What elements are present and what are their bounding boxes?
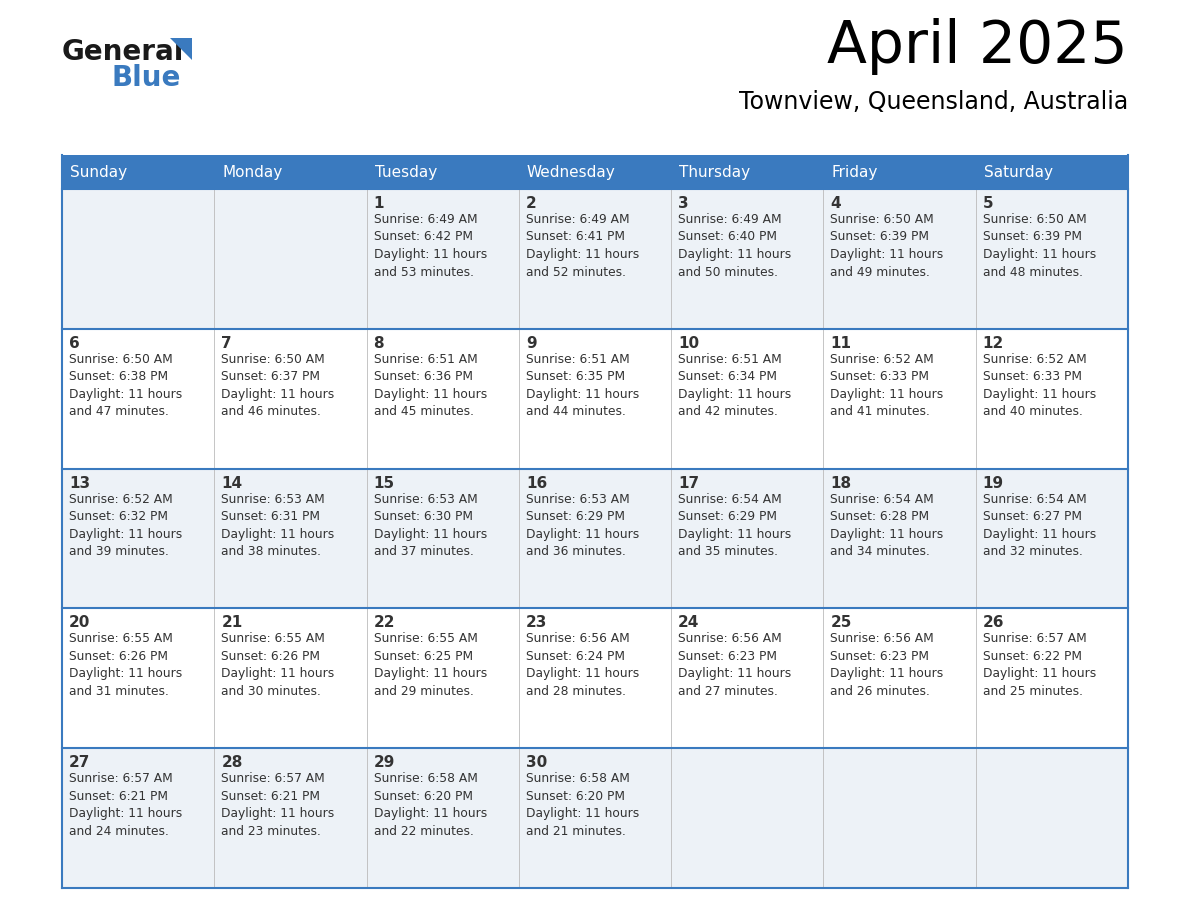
Text: Sunday: Sunday [70,164,127,180]
Text: 6: 6 [69,336,80,351]
Text: 22: 22 [373,615,396,631]
Bar [62,189,1127,329]
Bar [62,748,1127,888]
Text: 10: 10 [678,336,700,351]
Text: Sunrise: 6:50 AM
Sunset: 6:37 PM
Daylight: 11 hours
and 46 minutes.: Sunrise: 6:50 AM Sunset: 6:37 PM Dayligh… [221,353,335,419]
Text: Sunrise: 6:56 AM
Sunset: 6:23 PM
Daylight: 11 hours
and 27 minutes.: Sunrise: 6:56 AM Sunset: 6:23 PM Dayligh… [678,633,791,698]
Text: 18: 18 [830,476,852,490]
Text: Sunrise: 6:50 AM
Sunset: 6:39 PM
Daylight: 11 hours
and 49 minutes.: Sunrise: 6:50 AM Sunset: 6:39 PM Dayligh… [830,213,943,278]
Text: Sunrise: 6:49 AM
Sunset: 6:42 PM
Daylight: 11 hours
and 53 minutes.: Sunrise: 6:49 AM Sunset: 6:42 PM Dayligh… [373,213,487,278]
Bar [823,155,975,189]
Text: Sunrise: 6:58 AM
Sunset: 6:20 PM
Daylight: 11 hours
and 22 minutes.: Sunrise: 6:58 AM Sunset: 6:20 PM Dayligh… [373,772,487,838]
Bar [367,155,519,189]
Text: Sunrise: 6:56 AM
Sunset: 6:24 PM
Daylight: 11 hours
and 28 minutes.: Sunrise: 6:56 AM Sunset: 6:24 PM Dayligh… [526,633,639,698]
Bar [62,609,1127,748]
Text: Sunrise: 6:57 AM
Sunset: 6:21 PM
Daylight: 11 hours
and 24 minutes.: Sunrise: 6:57 AM Sunset: 6:21 PM Dayligh… [69,772,182,838]
Text: Sunrise: 6:55 AM
Sunset: 6:26 PM
Daylight: 11 hours
and 30 minutes.: Sunrise: 6:55 AM Sunset: 6:26 PM Dayligh… [221,633,335,698]
Text: 4: 4 [830,196,841,211]
Text: Tuesday: Tuesday [374,164,437,180]
Text: 16: 16 [526,476,548,490]
Text: Sunrise: 6:50 AM
Sunset: 6:38 PM
Daylight: 11 hours
and 47 minutes.: Sunrise: 6:50 AM Sunset: 6:38 PM Dayligh… [69,353,182,419]
Text: Sunrise: 6:57 AM
Sunset: 6:22 PM
Daylight: 11 hours
and 25 minutes.: Sunrise: 6:57 AM Sunset: 6:22 PM Dayligh… [982,633,1097,698]
Text: Blue: Blue [112,64,182,92]
Bar [62,155,214,189]
Text: Sunrise: 6:51 AM
Sunset: 6:34 PM
Daylight: 11 hours
and 42 minutes.: Sunrise: 6:51 AM Sunset: 6:34 PM Dayligh… [678,353,791,419]
Text: 5: 5 [982,196,993,211]
Text: Friday: Friday [832,164,878,180]
Text: Sunrise: 6:54 AM
Sunset: 6:29 PM
Daylight: 11 hours
and 35 minutes.: Sunrise: 6:54 AM Sunset: 6:29 PM Dayligh… [678,493,791,558]
Text: 7: 7 [221,336,232,351]
Text: Sunrise: 6:56 AM
Sunset: 6:23 PM
Daylight: 11 hours
and 26 minutes.: Sunrise: 6:56 AM Sunset: 6:23 PM Dayligh… [830,633,943,698]
Text: Sunrise: 6:50 AM
Sunset: 6:39 PM
Daylight: 11 hours
and 48 minutes.: Sunrise: 6:50 AM Sunset: 6:39 PM Dayligh… [982,213,1097,278]
Text: 2: 2 [526,196,537,211]
Text: 20: 20 [69,615,90,631]
Text: 8: 8 [373,336,384,351]
Text: 12: 12 [982,336,1004,351]
Text: 9: 9 [526,336,537,351]
Text: 13: 13 [69,476,90,490]
Text: Sunrise: 6:52 AM
Sunset: 6:33 PM
Daylight: 11 hours
and 41 minutes.: Sunrise: 6:52 AM Sunset: 6:33 PM Dayligh… [830,353,943,419]
Text: Sunrise: 6:57 AM
Sunset: 6:21 PM
Daylight: 11 hours
and 23 minutes.: Sunrise: 6:57 AM Sunset: 6:21 PM Dayligh… [221,772,335,838]
Text: 30: 30 [526,756,548,770]
Text: 19: 19 [982,476,1004,490]
Text: Sunrise: 6:58 AM
Sunset: 6:20 PM
Daylight: 11 hours
and 21 minutes.: Sunrise: 6:58 AM Sunset: 6:20 PM Dayligh… [526,772,639,838]
Text: Sunrise: 6:52 AM
Sunset: 6:33 PM
Daylight: 11 hours
and 40 minutes.: Sunrise: 6:52 AM Sunset: 6:33 PM Dayligh… [982,353,1097,419]
Text: 15: 15 [373,476,394,490]
Bar [975,155,1127,189]
Text: 17: 17 [678,476,700,490]
Text: Sunrise: 6:51 AM
Sunset: 6:35 PM
Daylight: 11 hours
and 44 minutes.: Sunrise: 6:51 AM Sunset: 6:35 PM Dayligh… [526,353,639,419]
Text: 14: 14 [221,476,242,490]
Text: Sunrise: 6:51 AM
Sunset: 6:36 PM
Daylight: 11 hours
and 45 minutes.: Sunrise: 6:51 AM Sunset: 6:36 PM Dayligh… [373,353,487,419]
Text: 23: 23 [526,615,548,631]
Text: 29: 29 [373,756,394,770]
Polygon shape [170,38,192,60]
Text: 28: 28 [221,756,242,770]
Text: General: General [62,38,184,66]
Text: 3: 3 [678,196,689,211]
Bar [62,468,1127,609]
Text: 26: 26 [982,615,1004,631]
Text: Sunrise: 6:49 AM
Sunset: 6:41 PM
Daylight: 11 hours
and 52 minutes.: Sunrise: 6:49 AM Sunset: 6:41 PM Dayligh… [526,213,639,278]
Text: 25: 25 [830,615,852,631]
Text: 27: 27 [69,756,90,770]
Text: Sunrise: 6:55 AM
Sunset: 6:25 PM
Daylight: 11 hours
and 29 minutes.: Sunrise: 6:55 AM Sunset: 6:25 PM Dayligh… [373,633,487,698]
Text: Sunrise: 6:54 AM
Sunset: 6:27 PM
Daylight: 11 hours
and 32 minutes.: Sunrise: 6:54 AM Sunset: 6:27 PM Dayligh… [982,493,1097,558]
Text: Saturday: Saturday [984,164,1053,180]
Text: Sunrise: 6:53 AM
Sunset: 6:29 PM
Daylight: 11 hours
and 36 minutes.: Sunrise: 6:53 AM Sunset: 6:29 PM Dayligh… [526,493,639,558]
Text: Sunrise: 6:54 AM
Sunset: 6:28 PM
Daylight: 11 hours
and 34 minutes.: Sunrise: 6:54 AM Sunset: 6:28 PM Dayligh… [830,493,943,558]
Text: 11: 11 [830,336,852,351]
Text: 24: 24 [678,615,700,631]
Text: Townview, Queensland, Australia: Townview, Queensland, Australia [739,90,1127,114]
Text: Monday: Monday [222,164,283,180]
Bar [62,329,1127,468]
Text: 1: 1 [373,196,384,211]
Text: April 2025: April 2025 [827,18,1127,75]
Text: Sunrise: 6:53 AM
Sunset: 6:31 PM
Daylight: 11 hours
and 38 minutes.: Sunrise: 6:53 AM Sunset: 6:31 PM Dayligh… [221,493,335,558]
Text: 21: 21 [221,615,242,631]
Text: Sunrise: 6:49 AM
Sunset: 6:40 PM
Daylight: 11 hours
and 50 minutes.: Sunrise: 6:49 AM Sunset: 6:40 PM Dayligh… [678,213,791,278]
Bar [671,155,823,189]
Text: Wednesday: Wednesday [526,164,615,180]
Text: Sunrise: 6:52 AM
Sunset: 6:32 PM
Daylight: 11 hours
and 39 minutes.: Sunrise: 6:52 AM Sunset: 6:32 PM Dayligh… [69,493,182,558]
Bar [214,155,367,189]
Text: Sunrise: 6:53 AM
Sunset: 6:30 PM
Daylight: 11 hours
and 37 minutes.: Sunrise: 6:53 AM Sunset: 6:30 PM Dayligh… [373,493,487,558]
Text: Sunrise: 6:55 AM
Sunset: 6:26 PM
Daylight: 11 hours
and 31 minutes.: Sunrise: 6:55 AM Sunset: 6:26 PM Dayligh… [69,633,182,698]
Bar [519,155,671,189]
Text: Thursday: Thursday [680,164,751,180]
